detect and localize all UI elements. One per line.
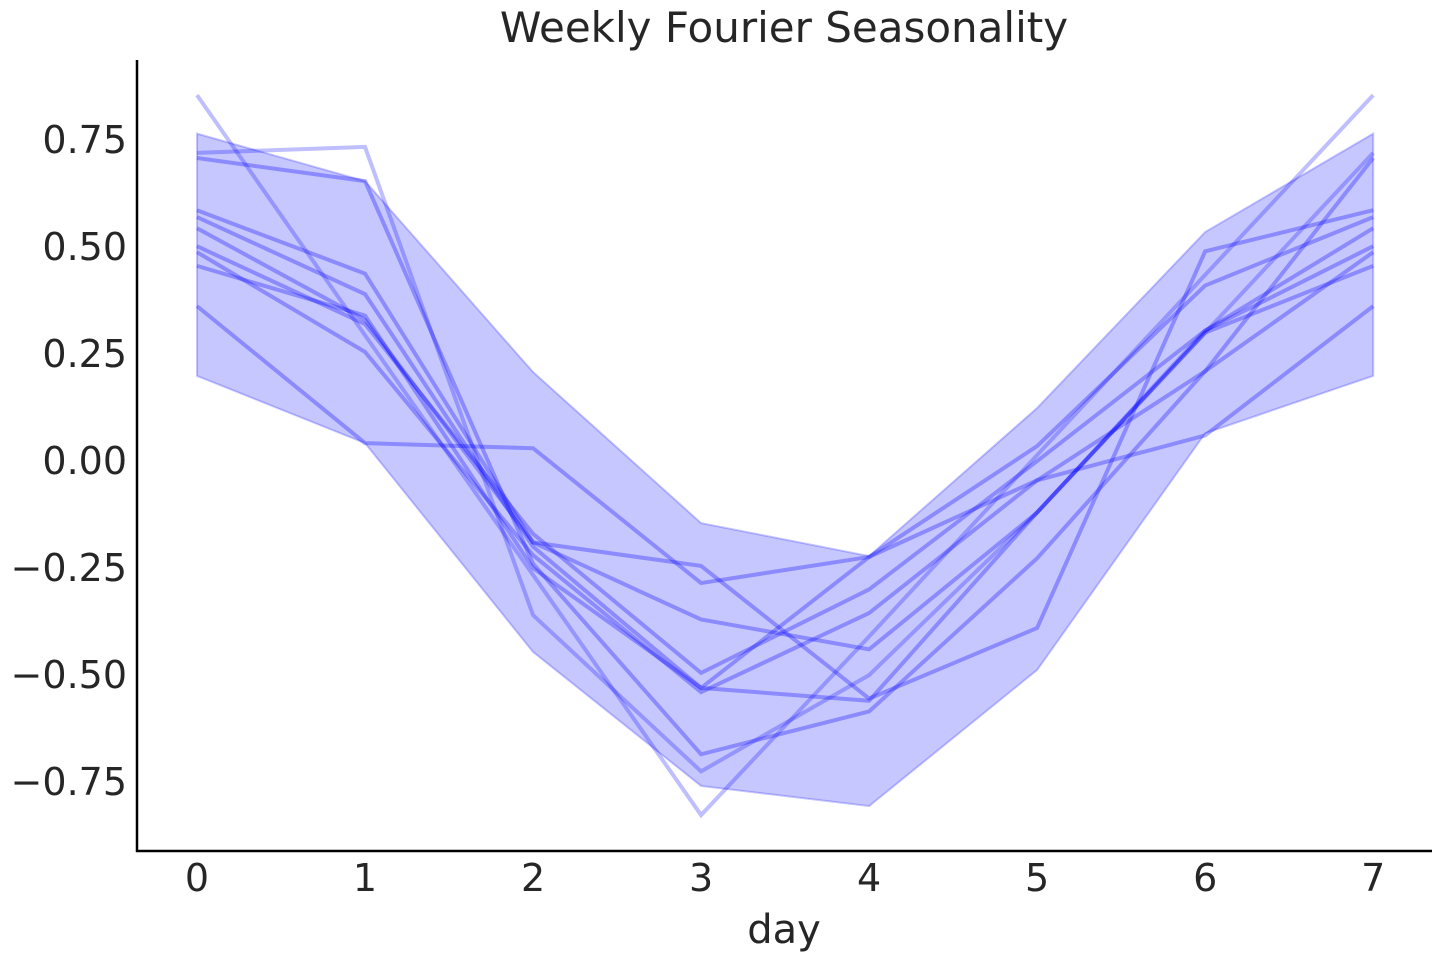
series-line-2 (196, 144, 1375, 774)
series-line-3 (196, 156, 1375, 757)
x-tick-label: 2 (521, 856, 545, 900)
series-line-10 (195, 304, 1375, 586)
y-tick-labels: 0.75 0.50 0.25 0.00 −0.25 −0.50 −0.75 (11, 118, 127, 804)
x-tick-label: 1 (353, 856, 377, 900)
uncertainty-band-layer (195, 131, 1375, 808)
series-line-1 (195, 93, 1375, 819)
series-line-8 (195, 250, 1375, 695)
y-tick-label: 0.75 (42, 118, 127, 162)
x-tick-label: 4 (857, 856, 881, 900)
x-axis-label: day (747, 907, 821, 953)
series-line-7 (196, 244, 1375, 676)
series-line-5 (196, 215, 1374, 691)
series-lines-layer (195, 93, 1375, 819)
x-tick-label: 7 (1361, 856, 1385, 900)
y-tick-label: 0.00 (42, 439, 127, 483)
series-line-6 (196, 226, 1375, 652)
x-tick-label: 5 (1025, 856, 1049, 900)
y-tick-label: −0.25 (11, 546, 127, 590)
series-line-9 (196, 263, 1374, 703)
y-tick-label: 0.50 (42, 225, 127, 269)
x-tick-label: 3 (689, 856, 713, 900)
x-tick-label: 6 (1193, 856, 1217, 900)
x-tick-label: 0 (185, 856, 209, 900)
y-tick-label: −0.75 (11, 760, 127, 804)
uncertainty-band (195, 131, 1375, 808)
y-tick-label: 0.25 (42, 332, 127, 376)
y-tick-label: −0.50 (11, 653, 127, 697)
x-tick-labels: 0 1 2 3 4 5 6 7 (185, 856, 1385, 900)
series-line-4 (196, 208, 1374, 701)
chart-title: Weekly Fourier Seasonality (500, 3, 1068, 52)
